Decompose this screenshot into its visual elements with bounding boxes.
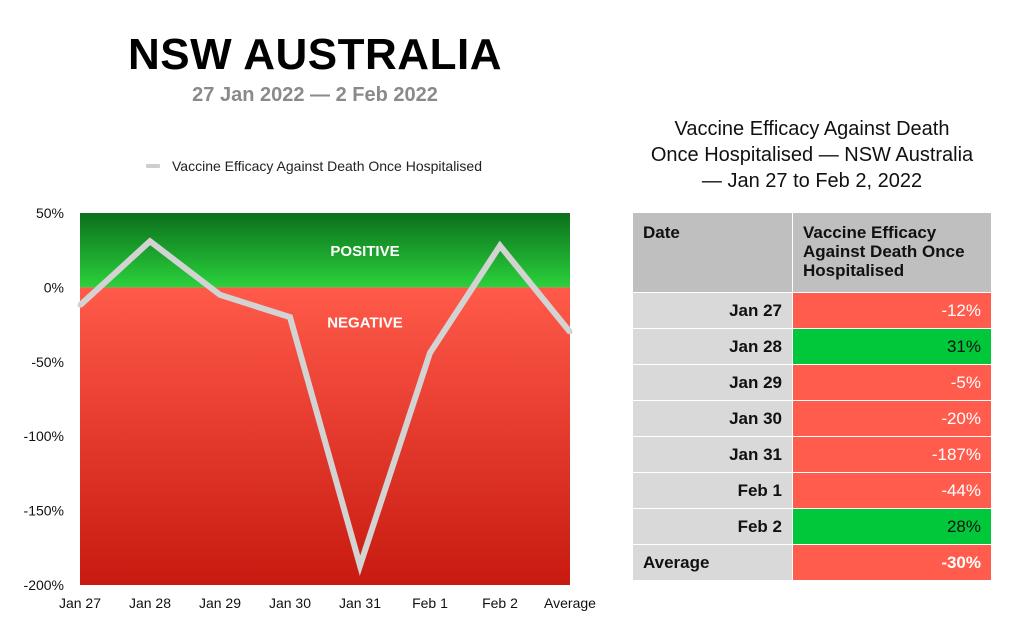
- positive-region-label: POSITIVE: [330, 243, 399, 260]
- header-value: Vaccine Efficacy Against Death Once Hosp…: [792, 212, 992, 293]
- y-tick-label: -50%: [31, 354, 64, 370]
- data-point-feb-2: [497, 243, 503, 249]
- data-point-jan-31: [357, 563, 363, 569]
- x-tick-label: Average: [544, 595, 596, 611]
- row-date: Jan 28: [632, 328, 793, 365]
- data-point-average: [567, 329, 573, 335]
- row-date: Feb 2: [632, 508, 793, 545]
- y-tick-label: -200%: [24, 577, 64, 593]
- data-point-jan-27: [77, 302, 83, 308]
- table-row: Jan 29 -5%: [632, 364, 992, 401]
- page-subtitle: 27 Jan 2022 — 2 Feb 2022: [192, 84, 438, 106]
- row-date: Feb 1: [632, 472, 793, 509]
- row-value: -20%: [792, 400, 992, 437]
- table-row: Jan 28 31%: [632, 328, 992, 365]
- data-point-jan-28: [147, 238, 153, 244]
- y-tick-label: -100%: [24, 428, 64, 444]
- table-row: Average -30%: [632, 544, 992, 581]
- x-tick-label: Feb 2: [482, 595, 518, 611]
- x-tick-label: Jan 30: [269, 595, 311, 611]
- row-value: -5%: [792, 364, 992, 401]
- x-tick-label: Jan 31: [339, 595, 381, 611]
- y-tick-label: 50%: [36, 205, 64, 221]
- legend-label: Vaccine Efficacy Against Death Once Hosp…: [172, 158, 482, 174]
- page-title: NSW AUSTRALIA: [128, 30, 502, 79]
- row-value: -30%: [792, 544, 992, 581]
- legend-swatch: [146, 164, 160, 168]
- table-row: Feb 2 28%: [632, 508, 992, 545]
- row-value: -44%: [792, 472, 992, 509]
- series-line-0: [77, 237, 573, 576]
- row-date: Jan 31: [632, 436, 793, 473]
- efficacy-table: Date Vaccine Efficacy Against Death Once…: [632, 212, 992, 581]
- efficacy-line-chart: POSITIVE NEGATIVE 50% 0% -50% -100% -150% -200…: [24, 205, 597, 611]
- table-title-line-2: Once Hospitalised — NSW Australia: [650, 144, 974, 166]
- data-point-jan-29: [217, 292, 223, 298]
- row-value: 31%: [792, 328, 992, 365]
- y-tick-label: 0%: [44, 279, 64, 295]
- negative-region-label: NEGATIVE: [327, 315, 403, 332]
- row-date: Average: [632, 544, 793, 581]
- row-value: 28%: [792, 508, 992, 545]
- table-title-line-3: — Jan 27 to Feb 2, 2022: [701, 170, 923, 192]
- x-tick-label: Jan 29: [199, 595, 241, 611]
- table-row: Feb 1 -44%: [632, 472, 992, 509]
- table-row: Jan 30 -20%: [632, 400, 992, 437]
- table-title: Vaccine Efficacy Against Death Once Hosp…: [626, 116, 998, 194]
- x-tick-label: Jan 28: [129, 595, 171, 611]
- row-date: Jan 27: [632, 292, 793, 329]
- x-tick-label: Jan 27: [59, 595, 101, 611]
- row-date: Jan 29: [632, 364, 793, 401]
- y-tick-label: -150%: [24, 503, 64, 519]
- table-header-row: Date Vaccine Efficacy Against Death Once…: [632, 212, 992, 293]
- row-value: -12%: [792, 292, 992, 329]
- x-tick-label: Feb 1: [412, 595, 448, 611]
- row-date: Jan 30: [632, 400, 793, 437]
- data-point-feb-1: [427, 350, 433, 356]
- row-value: -187%: [792, 436, 992, 473]
- data-point-jan-30: [287, 314, 293, 320]
- header-date: Date: [632, 212, 793, 293]
- table-row: Jan 31 -187%: [632, 436, 992, 473]
- table-title-line-1: Vaccine Efficacy Against Death: [674, 118, 950, 140]
- chart-legend: Vaccine Efficacy Against Death Once Hosp…: [146, 158, 482, 174]
- table-row: Jan 27 -12%: [632, 292, 992, 329]
